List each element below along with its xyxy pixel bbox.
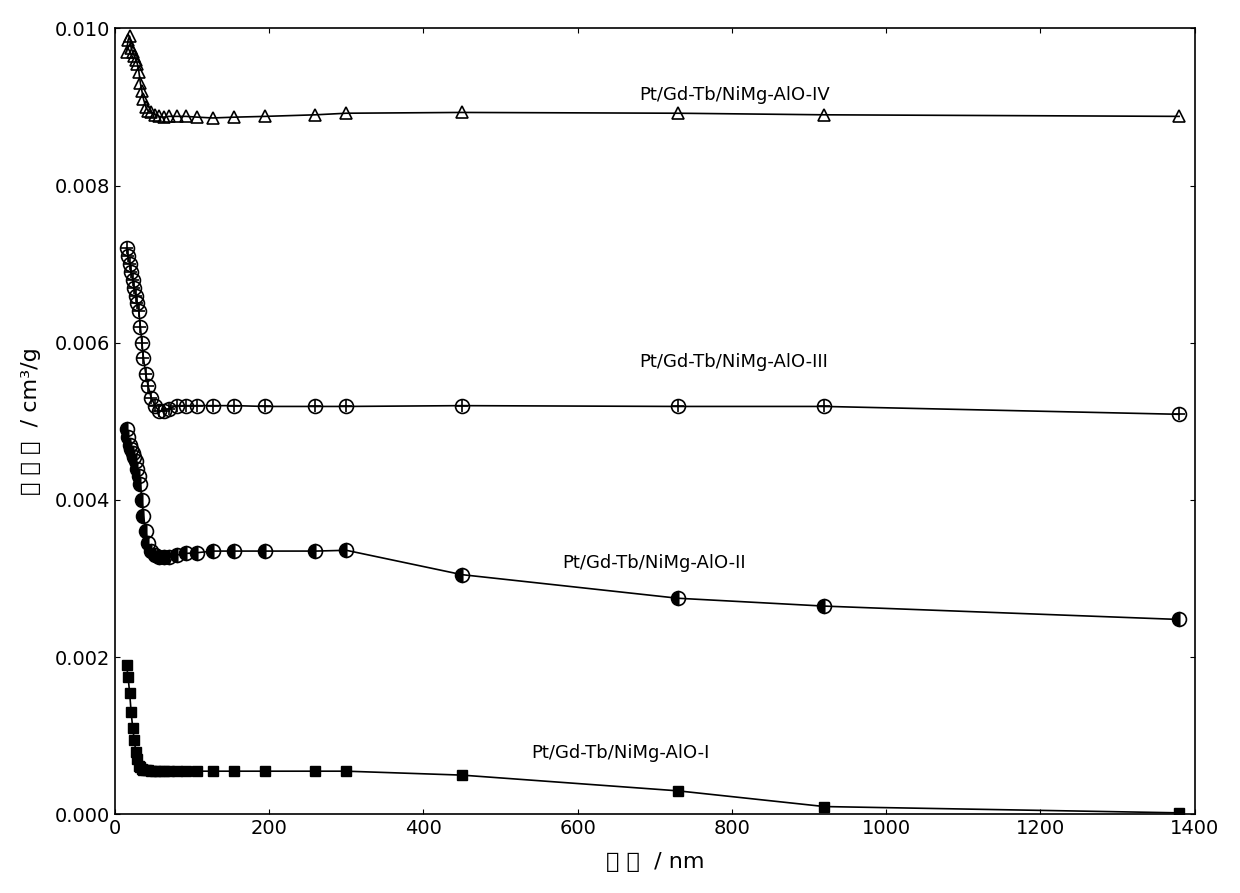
Y-axis label: 吸 附 量  / cm³/g: 吸 附 量 / cm³/g	[21, 347, 41, 496]
X-axis label: 孔 径  / nm: 孔 径 / nm	[605, 852, 704, 872]
Text: Pt/Gd-Tb/NiMg-AlO-IV: Pt/Gd-Tb/NiMg-AlO-IV	[640, 86, 830, 104]
Text: Pt/Gd-Tb/NiMg-AlO-I: Pt/Gd-Tb/NiMg-AlO-I	[532, 744, 709, 762]
Text: Pt/Gd-Tb/NiMg-AlO-II: Pt/Gd-Tb/NiMg-AlO-II	[562, 554, 745, 572]
Text: Pt/Gd-Tb/NiMg-AlO-III: Pt/Gd-Tb/NiMg-AlO-III	[640, 354, 828, 371]
